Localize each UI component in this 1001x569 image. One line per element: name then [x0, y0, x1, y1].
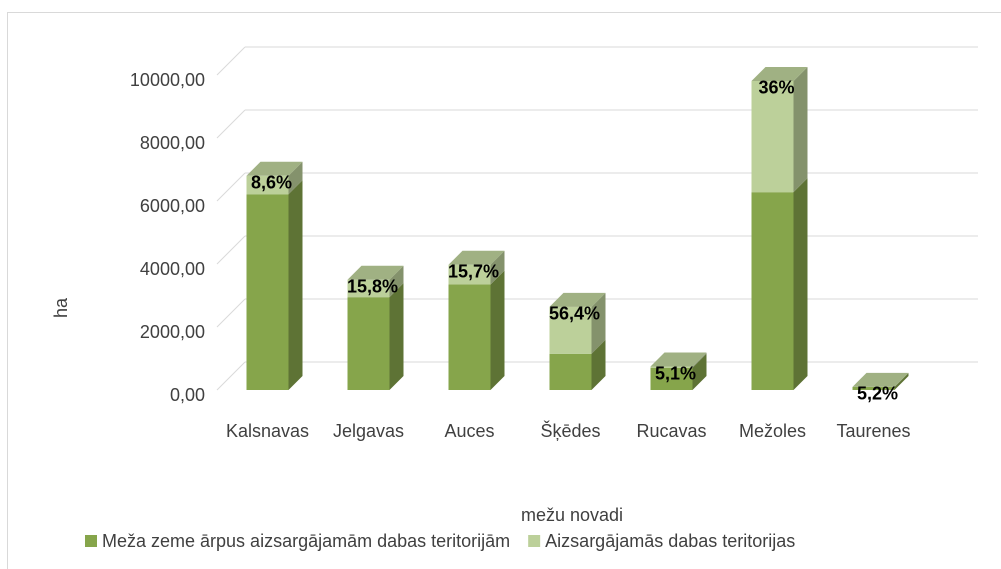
bar-side [692, 353, 707, 390]
bar [246, 194, 289, 390]
bar-side [692, 352, 707, 368]
bar [347, 279, 390, 298]
data-label: 15,7% [448, 262, 499, 282]
grid-line-side [216, 109, 246, 139]
bar-top [751, 66, 808, 81]
x-axis-title: mežu novadi [521, 505, 623, 525]
grid-line-side [216, 172, 246, 202]
bar [549, 353, 592, 390]
bar-side [894, 373, 909, 390]
x-tick-label: Rucavas [636, 421, 706, 441]
bar-side [793, 66, 808, 193]
bar-top [852, 372, 909, 387]
data-label: 15,8% [347, 277, 398, 297]
data-label: 5,2% [857, 384, 898, 404]
y-axis-title: ha [51, 297, 71, 318]
y-tick-label: 10000,00 [130, 70, 205, 90]
bar [650, 367, 693, 390]
data-label: 8,6% [251, 173, 292, 193]
x-tick-label: Taurenes [836, 421, 910, 441]
x-tick-label: Auces [444, 421, 494, 441]
bar [650, 366, 693, 368]
bar-side [894, 372, 909, 388]
bar-side [591, 339, 606, 390]
legend-swatch [85, 535, 97, 547]
bar [852, 387, 895, 390]
legend-label: Aizsargājamās dabas teritorijas [545, 531, 795, 551]
y-tick-label: 6000,00 [140, 196, 205, 216]
bar [448, 264, 491, 285]
bar-side [288, 180, 303, 390]
bar-top [246, 161, 303, 176]
y-tick-label: 4000,00 [140, 259, 205, 279]
y-tick-label: 0,00 [170, 385, 205, 405]
bar-top [448, 250, 505, 265]
bar [246, 175, 289, 195]
data-label: 5,1% [655, 363, 696, 383]
bar-side [793, 178, 808, 390]
bar-side [591, 292, 606, 354]
x-tick-label: Kalsnavas [226, 421, 309, 441]
legend-label: Meža zeme ārpus aizsargājamām dabas teri… [102, 531, 510, 551]
bar-side [288, 161, 303, 195]
bar [549, 306, 592, 354]
bar-side [389, 283, 404, 390]
grid-line-side [216, 46, 246, 76]
x-tick-label: Šķēdes [540, 420, 600, 441]
bar-top [650, 352, 707, 367]
bar [347, 297, 390, 390]
bar-side [490, 270, 505, 390]
bar [448, 284, 491, 390]
legend-swatch [528, 535, 541, 547]
bar [751, 80, 794, 193]
grid-line-side [216, 298, 246, 328]
data-label: 56,4% [549, 304, 600, 324]
bar [751, 192, 794, 390]
data-label: 36% [758, 78, 794, 98]
y-tick-label: 2000,00 [140, 322, 205, 342]
bar-side [389, 265, 404, 298]
grid-line-side [216, 235, 246, 265]
bar-side [490, 250, 505, 285]
x-tick-label: Jelgavas [333, 421, 404, 441]
bar-top [549, 292, 606, 307]
x-tick-label: Mežoles [739, 421, 806, 441]
y-tick-label: 8000,00 [140, 133, 205, 153]
bar-top [347, 265, 404, 280]
grid-line-side [216, 361, 246, 391]
